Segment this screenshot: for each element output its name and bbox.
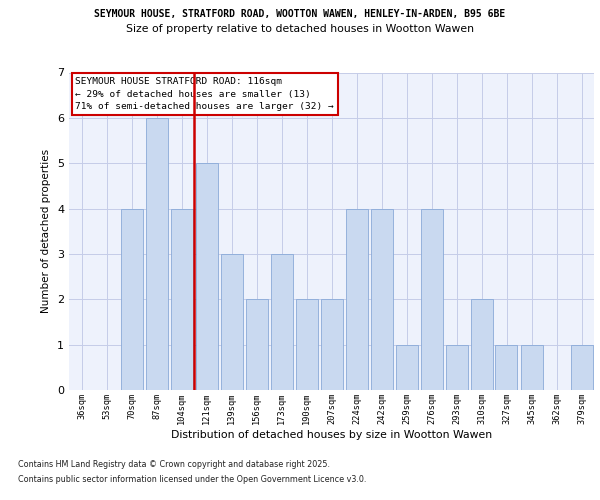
- Bar: [346, 208, 367, 390]
- Text: Contains public sector information licensed under the Open Government Licence v3: Contains public sector information licen…: [18, 475, 367, 484]
- Bar: [395, 344, 418, 390]
- Bar: [170, 208, 193, 390]
- Bar: [245, 300, 268, 390]
- Text: Size of property relative to detached houses in Wootton Wawen: Size of property relative to detached ho…: [126, 24, 474, 34]
- Bar: [221, 254, 242, 390]
- Text: SEYMOUR HOUSE STRATFORD ROAD: 116sqm
← 29% of detached houses are smaller (13)
7: SEYMOUR HOUSE STRATFORD ROAD: 116sqm ← 2…: [76, 78, 334, 112]
- Bar: [571, 344, 593, 390]
- Bar: [421, 208, 443, 390]
- Bar: [196, 163, 218, 390]
- Bar: [445, 344, 467, 390]
- Y-axis label: Number of detached properties: Number of detached properties: [41, 149, 52, 314]
- Bar: [320, 300, 343, 390]
- X-axis label: Distribution of detached houses by size in Wootton Wawen: Distribution of detached houses by size …: [171, 430, 492, 440]
- Bar: [121, 208, 143, 390]
- Bar: [521, 344, 542, 390]
- Bar: [371, 208, 392, 390]
- Bar: [296, 300, 317, 390]
- Bar: [271, 254, 293, 390]
- Bar: [496, 344, 517, 390]
- Bar: [470, 300, 493, 390]
- Bar: [146, 118, 167, 390]
- Text: SEYMOUR HOUSE, STRATFORD ROAD, WOOTTON WAWEN, HENLEY-IN-ARDEN, B95 6BE: SEYMOUR HOUSE, STRATFORD ROAD, WOOTTON W…: [94, 9, 506, 19]
- Text: Contains HM Land Registry data © Crown copyright and database right 2025.: Contains HM Land Registry data © Crown c…: [18, 460, 330, 469]
